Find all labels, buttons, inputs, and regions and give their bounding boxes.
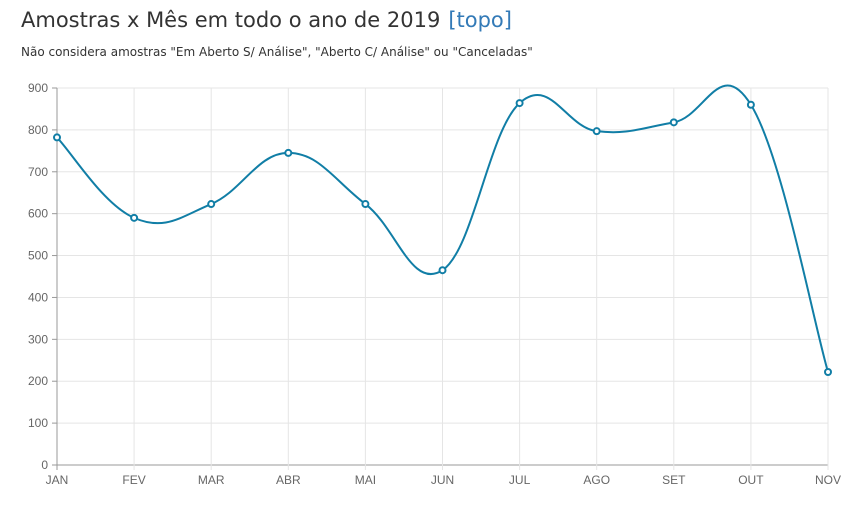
data-point — [53, 133, 61, 142]
y-tick-label: 700 — [28, 165, 48, 179]
y-tick-label: 800 — [28, 123, 48, 137]
y-tick-label: 300 — [28, 332, 48, 346]
x-tick-label: JUL — [509, 473, 531, 487]
data-point — [592, 127, 601, 136]
x-tick-label: MAI — [355, 473, 376, 487]
y-tick-label: 600 — [28, 207, 48, 221]
x-tick-label: FEV — [122, 473, 145, 487]
y-tick-label: 900 — [28, 81, 48, 95]
x-tick-label: JAN — [46, 473, 69, 487]
y-tick-label: 100 — [28, 416, 48, 430]
data-point — [207, 200, 216, 209]
y-tick-label: 200 — [28, 374, 48, 388]
x-tick-label: NOV — [815, 473, 841, 487]
data-point — [361, 200, 370, 209]
x-tick-label: OUT — [738, 473, 764, 487]
x-tick-label: SET — [662, 473, 686, 487]
data-point — [669, 118, 678, 127]
data-point — [746, 100, 755, 109]
data-point — [824, 368, 832, 377]
y-tick-label: 0 — [41, 458, 48, 472]
x-tick-label: MAR — [198, 473, 225, 487]
chart-title-text: Amostras x Mês em todo o ano de 2019 — [21, 8, 441, 32]
x-tick-label: JUN — [431, 473, 454, 487]
data-point — [438, 266, 447, 275]
chart-title: Amostras x Mês em todo o ano de 2019 [top… — [21, 8, 512, 32]
series-line — [56, 84, 829, 373]
top-link[interactable]: [topo] — [448, 8, 512, 32]
data-point — [515, 99, 524, 108]
y-tick-label: 500 — [28, 249, 48, 263]
y-tick-label: 400 — [28, 290, 48, 304]
chart-subtitle: Não considera amostras "Em Aberto S/ Aná… — [21, 45, 533, 59]
x-tick-label: ABR — [276, 473, 301, 487]
data-point — [130, 213, 139, 222]
data-point — [284, 148, 293, 157]
x-tick-label: AGO — [583, 473, 610, 487]
